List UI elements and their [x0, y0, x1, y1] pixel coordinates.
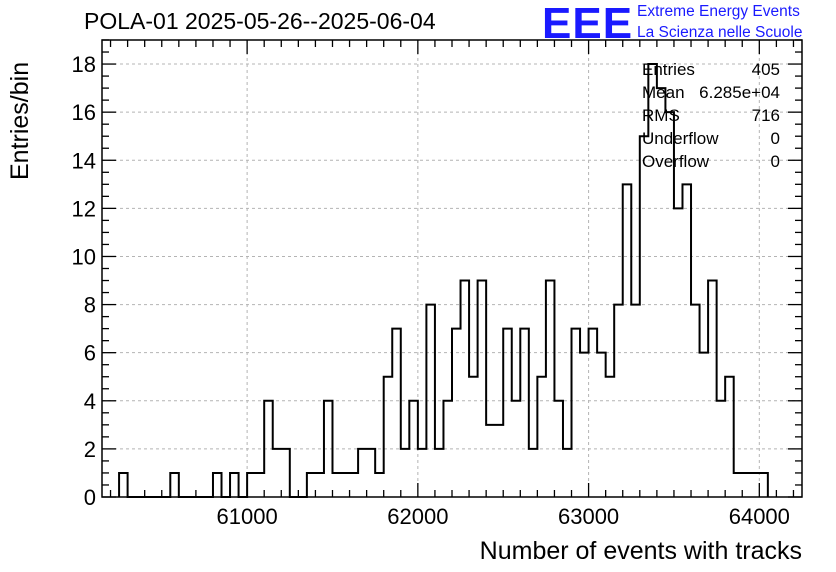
tick-labels: 61000 62000 63000 64000 0 2 4 6 8 10 12 14 16 18 — [72, 52, 790, 529]
stat-entries-label: Entries — [642, 60, 695, 79]
logo-line-2: La Scienza nelle Scuole — [637, 24, 803, 41]
x-tick-label: 61000 — [217, 504, 278, 529]
logo-line-1: Extreme Energy Events — [637, 3, 800, 20]
stat-overflow-value: 0 — [770, 152, 780, 171]
x-tick-label: 64000 — [729, 504, 790, 529]
stat-rms-label: RMS — [642, 106, 680, 125]
y-tick-label: 4 — [84, 389, 96, 414]
stat-overflow-label: Overflow — [642, 152, 710, 171]
y-tick-label: 0 — [84, 485, 96, 510]
stat-mean-label: Mean — [642, 83, 685, 102]
stat-rms-value: 716 — [751, 106, 780, 125]
x-axis-label: Number of events with tracks — [479, 537, 802, 565]
chart-title: POLA-01 2025-05-26--2025-06-04 — [84, 8, 436, 34]
y-tick-label: 12 — [72, 196, 96, 221]
y-tick-label: 8 — [84, 293, 96, 318]
x-tick-label: 63000 — [558, 504, 619, 529]
y-tick-label: 6 — [84, 341, 96, 366]
y-tick-label: 10 — [72, 244, 96, 269]
axis-ticks — [102, 39, 802, 498]
y-tick-label: 2 — [84, 437, 96, 462]
plot-frame — [101, 39, 803, 498]
eee-logo: EEE — [542, 0, 634, 48]
stat-mean-value: 6.285e+04 — [699, 83, 780, 102]
histogram-outline — [118, 63, 769, 498]
stat-underflow-value: 0 — [770, 129, 780, 148]
y-tick-label: 16 — [72, 100, 96, 125]
y-axis-label: Entries/bin — [6, 61, 34, 180]
x-tick-label: 62000 — [387, 504, 448, 529]
y-tick-label: 18 — [72, 52, 96, 77]
stat-entries-value: 405 — [751, 60, 780, 79]
stat-underflow-label: Underflow — [642, 129, 719, 148]
grid-lines — [102, 40, 802, 497]
y-tick-label: 14 — [72, 148, 96, 173]
